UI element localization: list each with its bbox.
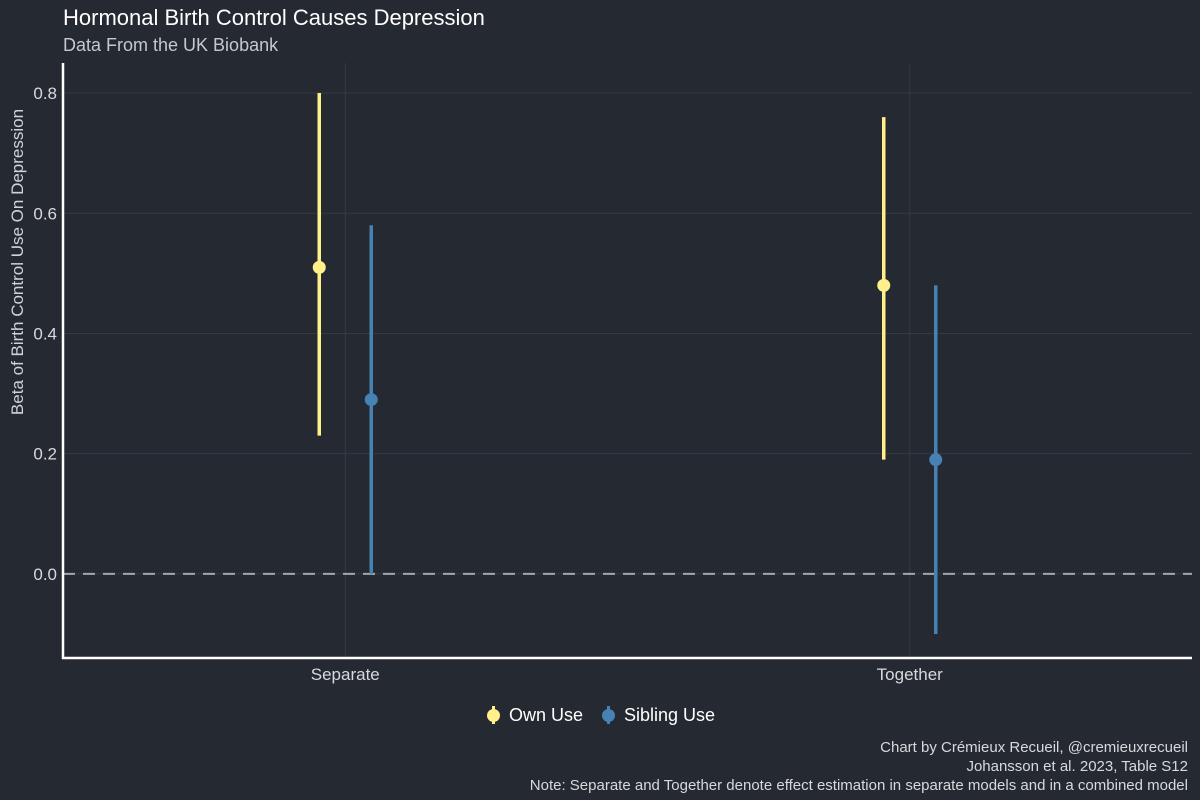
point-own-use [877,278,891,292]
y-tick-label: 0.6 [33,204,57,223]
legend: Own Use Sibling Use [0,704,1200,731]
chart-title: Hormonal Birth Control Causes Depression [63,5,485,30]
y-tick-label: 0.4 [33,324,57,343]
x-tick-label: Separate [311,665,380,684]
legend-key-sibling-use [600,704,616,726]
caption-source: Johansson et al. 2023, Table S12 [966,758,1188,775]
point-own-use [312,260,326,274]
point-sibling-use [929,453,943,467]
legend-key-own-use [485,704,501,726]
legend-label-sibling-use: Sibling Use [624,704,716,725]
y-tick-label: 0.0 [33,565,57,584]
caption-note: Note: Separate and Together denote effec… [529,777,1188,794]
caption: Chart by Crémieux Recueil, @cremieuxrecu… [530,738,1188,795]
caption-credit: Chart by Crémieux Recueil, @cremieuxrecu… [880,739,1188,756]
legend-item-own-use: Own Use [485,704,583,726]
y-tick-label: 0.2 [33,445,57,464]
y-tick-label: 0.8 [33,84,57,103]
x-tick-label: Together [877,665,943,684]
legend-item-sibling-use: Sibling Use [600,704,715,726]
point-sibling-use [364,393,378,407]
chart-subtitle: Data From the UK Biobank [63,35,279,55]
legend-label-own-use: Own Use [508,704,583,725]
